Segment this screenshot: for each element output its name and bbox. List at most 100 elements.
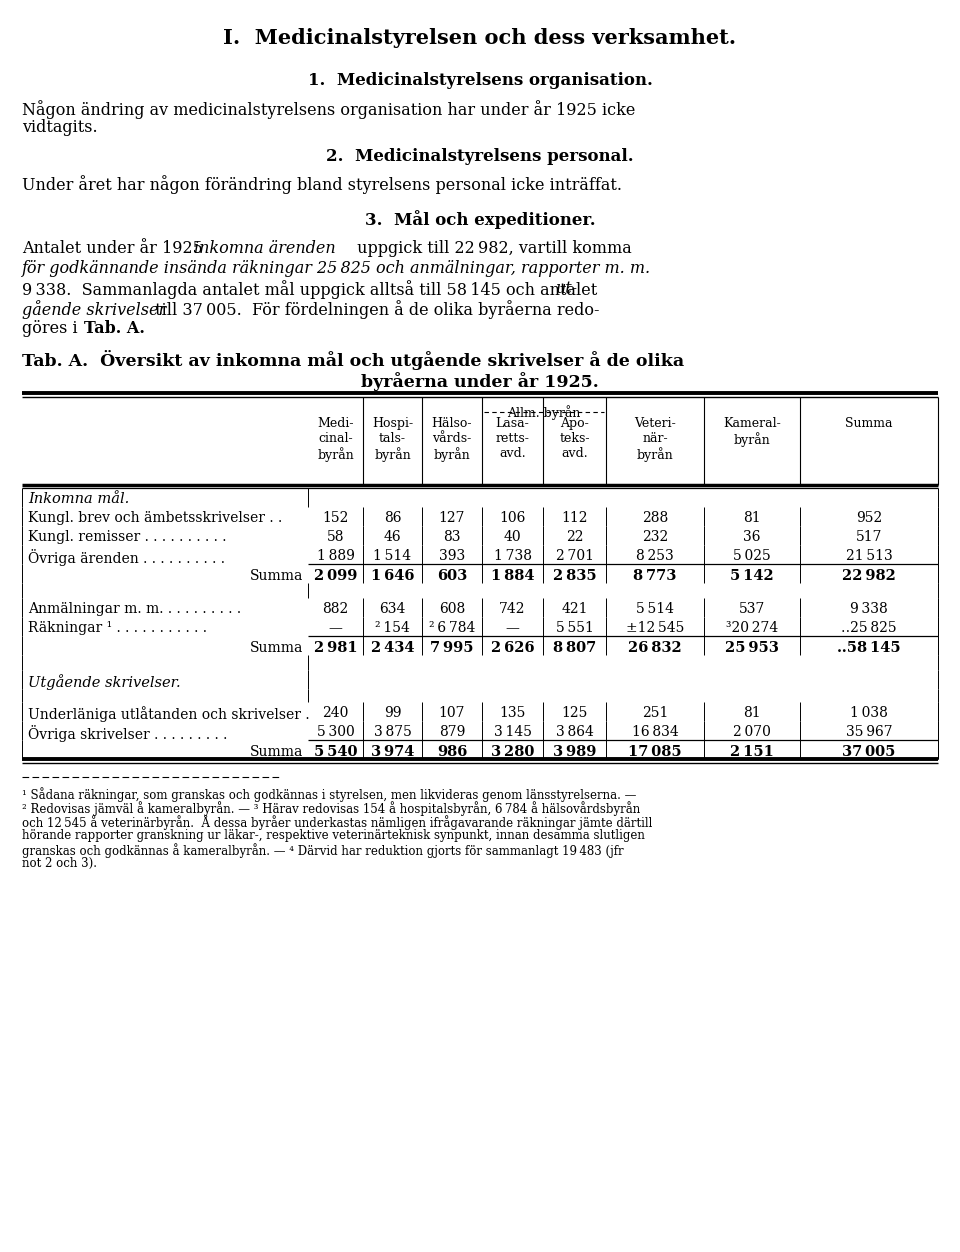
Text: 232: 232: [642, 530, 668, 545]
Text: vidtagits.: vidtagits.: [22, 119, 98, 136]
Text: ² 154: ² 154: [375, 621, 410, 635]
Text: 112: 112: [562, 511, 588, 525]
Text: 603: 603: [437, 568, 468, 583]
Text: 35 967: 35 967: [846, 725, 892, 739]
Text: 5 025: 5 025: [733, 548, 771, 563]
Text: 3 989: 3 989: [553, 745, 596, 759]
Text: 3 280: 3 280: [491, 745, 534, 759]
Text: 135: 135: [499, 706, 526, 720]
Text: 1 514: 1 514: [373, 548, 412, 563]
Text: Övriga ärenden . . . . . . . . . .: Övriga ärenden . . . . . . . . . .: [28, 548, 225, 566]
Text: 26 832: 26 832: [628, 641, 682, 655]
Text: byrån: byrån: [317, 447, 354, 462]
Text: 3.  Mål och expeditioner.: 3. Mål och expeditioner.: [365, 210, 595, 229]
Text: Summa: Summa: [250, 745, 303, 759]
Text: ±12 545: ±12 545: [626, 621, 684, 635]
Text: 2 434: 2 434: [371, 641, 415, 655]
Text: 36: 36: [743, 530, 760, 545]
Text: retts-: retts-: [495, 432, 529, 444]
Text: vårds-: vårds-: [432, 432, 471, 444]
Text: 5 300: 5 300: [317, 725, 354, 739]
Text: gående skrivelser: gående skrivelser: [22, 300, 166, 319]
Text: 46: 46: [384, 530, 401, 545]
Text: ¹ Sådana räkningar, som granskas och godkännas i styrelsen, men likvideras genom: ¹ Sådana räkningar, som granskas och god…: [22, 788, 636, 801]
Text: Medi-: Medi-: [317, 417, 353, 429]
Text: göres i: göres i: [22, 321, 83, 337]
Text: 2 626: 2 626: [491, 641, 535, 655]
Text: ‥25 825: ‥25 825: [841, 621, 897, 635]
Text: Kungl. remisser . . . . . . . . . .: Kungl. remisser . . . . . . . . . .: [28, 530, 227, 545]
Text: 2 835: 2 835: [553, 568, 596, 583]
Text: 3 864: 3 864: [556, 725, 593, 739]
Text: 8 253: 8 253: [636, 548, 674, 563]
Text: till 37 005.  För fördelningen å de olika byråerna redo-: till 37 005. För fördelningen å de olika…: [150, 300, 599, 319]
Text: 3 875: 3 875: [373, 725, 412, 739]
Text: 1 038: 1 038: [850, 706, 888, 720]
Text: I.  Medicinalstyrelsen och dess verksamhet.: I. Medicinalstyrelsen och dess verksamhe…: [224, 28, 736, 48]
Text: Tab. A.  Översikt av inkomna mål och utgående skrivelser å de olika: Tab. A. Översikt av inkomna mål och utgå…: [22, 351, 684, 371]
Text: 1 646: 1 646: [371, 568, 415, 583]
Text: Någon ändring av medicinalstyrelsens organisation har under år 1925 icke: Någon ändring av medicinalstyrelsens org…: [22, 100, 636, 119]
Text: 2 701: 2 701: [556, 548, 593, 563]
Text: Summa: Summa: [845, 417, 893, 429]
Text: ut-: ut-: [556, 280, 578, 297]
Text: Tab. A.: Tab. A.: [84, 321, 145, 337]
Text: Inkomna mål.: Inkomna mål.: [28, 492, 130, 506]
Text: Utgående skrivelser.: Utgående skrivelser.: [28, 674, 180, 690]
Text: 22: 22: [565, 530, 584, 545]
Text: 517: 517: [855, 530, 882, 545]
Text: 7 995: 7 995: [430, 641, 473, 655]
Text: 17 085: 17 085: [628, 745, 682, 759]
Text: 952: 952: [856, 511, 882, 525]
Text: 9 338.  Sammanlagda antalet mål uppgick alltså till 58 145 och antalet: 9 338. Sammanlagda antalet mål uppgick a…: [22, 280, 602, 299]
Text: granskas och godkännas å kameralbyrån. — ⁴ Därvid har reduktion gjorts för samma: granskas och godkännas å kameralbyrån. —…: [22, 843, 624, 858]
Text: uppgick till 22 982, vartill komma: uppgick till 22 982, vartill komma: [352, 240, 632, 257]
Text: Summa: Summa: [250, 641, 303, 655]
Text: ‥58 145: ‥58 145: [837, 641, 900, 655]
Text: not 2 och 3).: not 2 och 3).: [22, 858, 97, 870]
Text: 81: 81: [743, 706, 761, 720]
Text: 2 981: 2 981: [314, 641, 357, 655]
Text: byrån: byrån: [374, 447, 411, 462]
Text: 421: 421: [562, 602, 588, 616]
Text: 5 540: 5 540: [314, 745, 357, 759]
Text: 21 513: 21 513: [846, 548, 893, 563]
Text: 3 974: 3 974: [371, 745, 414, 759]
Text: ³20 274: ³20 274: [726, 621, 779, 635]
Text: 5 514: 5 514: [636, 602, 674, 616]
Text: 83: 83: [444, 530, 461, 545]
Text: 1.  Medicinalstyrelsens organisation.: 1. Medicinalstyrelsens organisation.: [307, 73, 653, 89]
Text: 2 070: 2 070: [733, 725, 771, 739]
Text: —: —: [328, 621, 343, 635]
Text: 634: 634: [379, 602, 406, 616]
Text: 5 142: 5 142: [731, 568, 774, 583]
Text: 393: 393: [439, 548, 466, 563]
Text: Allm. byrån: Allm. byrån: [507, 404, 581, 419]
Text: 107: 107: [439, 706, 466, 720]
Text: Veteri-: Veteri-: [635, 417, 676, 429]
Text: 2 151: 2 151: [730, 745, 774, 759]
Text: 16 834: 16 834: [632, 725, 679, 739]
Text: 125: 125: [562, 706, 588, 720]
Text: 25 953: 25 953: [725, 641, 779, 655]
Text: 9 338: 9 338: [851, 602, 888, 616]
Text: avd.: avd.: [499, 447, 526, 459]
Text: Lasa-: Lasa-: [495, 417, 529, 429]
Text: 127: 127: [439, 511, 466, 525]
Text: 2 099: 2 099: [314, 568, 357, 583]
Text: Hälso-: Hälso-: [432, 417, 472, 429]
Text: 22 982: 22 982: [842, 568, 896, 583]
Text: 81: 81: [743, 511, 761, 525]
Text: cinal-: cinal-: [318, 432, 353, 444]
Text: 5 551: 5 551: [556, 621, 593, 635]
Text: byrån: byrån: [733, 432, 770, 447]
Text: inkomna ärenden: inkomna ärenden: [194, 240, 336, 257]
Text: byrån: byrån: [434, 447, 470, 462]
Text: byråerna under år 1925.: byråerna under år 1925.: [361, 372, 599, 391]
Text: 86: 86: [384, 511, 401, 525]
Text: för godkännande insända räkningar 25 825 och anmälningar, rapporter m. m.: för godkännande insända räkningar 25 825…: [22, 260, 651, 277]
Text: Kameral-: Kameral-: [723, 417, 780, 429]
Text: 879: 879: [439, 725, 466, 739]
Text: och 12 545 å veterinärbyrån.  Å dessa byråer underkastas nämligen ifrågavarande : och 12 545 å veterinärbyrån. Å dessa byr…: [22, 815, 653, 830]
Text: 251: 251: [642, 706, 668, 720]
